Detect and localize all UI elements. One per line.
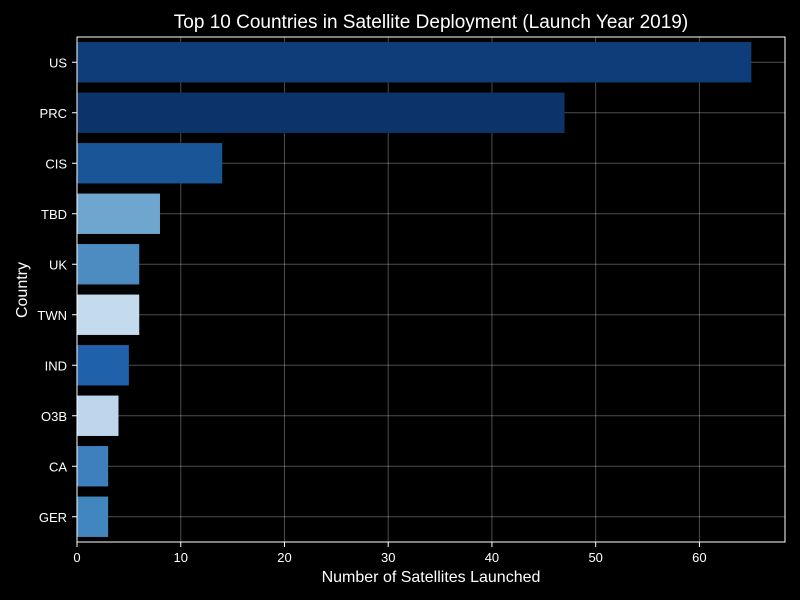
y-tick-label: PRC	[40, 106, 67, 121]
bar-o3b	[77, 395, 119, 436]
y-tick-label: O3B	[41, 409, 67, 424]
y-tick-label: CIS	[45, 156, 67, 171]
x-axis-label: Number of Satellites Launched	[322, 569, 541, 586]
bar-ger	[77, 496, 109, 537]
y-tick-label: IND	[45, 358, 67, 373]
bars	[77, 42, 752, 537]
bar-ca	[77, 446, 109, 487]
x-tick-label: 50	[588, 550, 602, 565]
y-tick-label: CA	[49, 459, 67, 474]
bar-us	[77, 42, 752, 83]
y-tick-label: US	[49, 55, 67, 70]
x-tick-label: 10	[174, 550, 188, 565]
y-tick-label: TWN	[37, 308, 67, 323]
x-tick-label: 0	[73, 550, 80, 565]
bar-tbd	[77, 193, 160, 234]
x-tick-label: 20	[277, 550, 291, 565]
chart-title: Top 10 Countries in Satellite Deployment…	[174, 12, 688, 33]
x-axis-ticks: 0 10 20 30 40 50 60	[73, 542, 707, 565]
bar-cis	[77, 143, 223, 184]
y-tick-label: TBD	[41, 207, 67, 222]
grid-lines	[76, 37, 785, 542]
bar-prc	[77, 92, 565, 133]
x-tick-label: 30	[381, 550, 395, 565]
x-tick-label: 60	[692, 550, 706, 565]
y-tick-label: GER	[39, 510, 67, 525]
y-tick-label: UK	[49, 257, 67, 272]
bar-ind	[77, 345, 129, 386]
y-axis-label: Country	[14, 262, 31, 318]
y-axis-ticks: US PRC CIS TBD UK TWN IND O3B CA GER	[37, 55, 77, 525]
bar-uk	[77, 244, 140, 285]
bar-twn	[77, 294, 140, 335]
x-tick-label: 40	[485, 550, 499, 565]
plot-frame	[76, 36, 786, 543]
